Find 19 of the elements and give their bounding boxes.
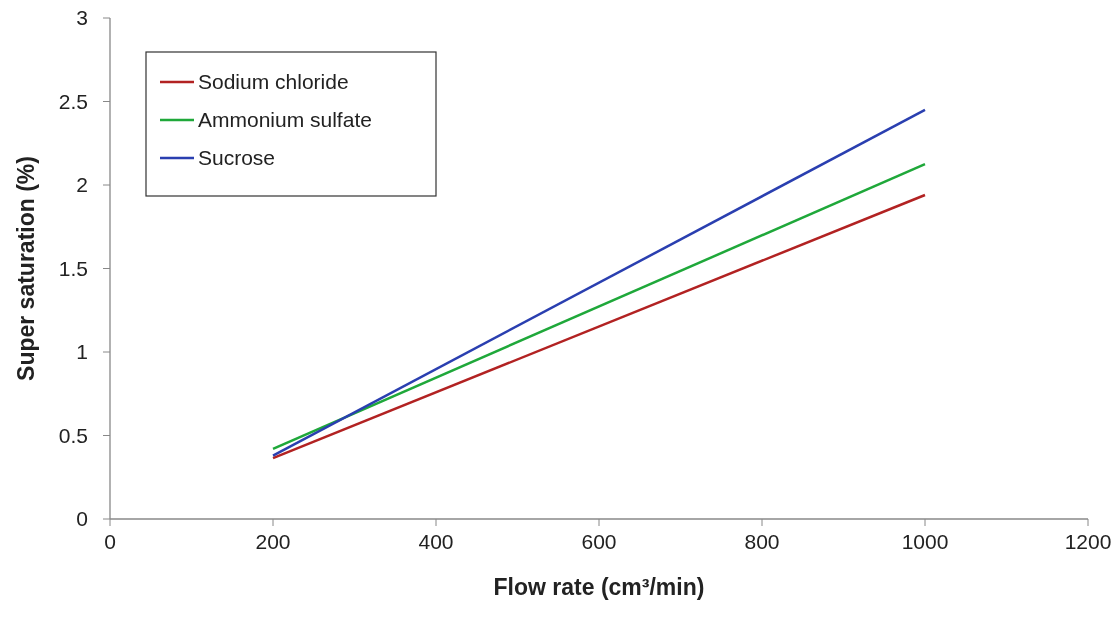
x-tick-label: 1200 <box>1064 530 1112 553</box>
legend-label: Ammonium sulfate <box>198 108 372 132</box>
x-tick-label: 0 <box>104 530 116 553</box>
x-tick-label: 1000 <box>901 530 949 553</box>
legend-label: Sucrose <box>198 146 276 170</box>
x-tick-label: 200 <box>255 530 291 553</box>
y-tick-label: 0.5 <box>58 423 88 447</box>
y-tick-label: 2 <box>76 173 88 197</box>
x-axis-title: Flow rate (cm³/min) <box>493 574 705 600</box>
y-tick-label: 1.5 <box>58 256 88 280</box>
y-tick-label: 0 <box>76 507 88 531</box>
x-tick-label: 400 <box>418 530 454 553</box>
legend-label: Sodium chloride <box>198 70 349 94</box>
y-axis-title: Super saturation (%) <box>13 156 39 381</box>
x-tick-label: 600 <box>581 530 617 553</box>
y-tick-label: 3 <box>76 6 88 30</box>
y-tick-label: 2.5 <box>58 89 88 113</box>
y-tick-label: 1 <box>76 340 88 364</box>
x-tick-label: 800 <box>744 530 780 553</box>
